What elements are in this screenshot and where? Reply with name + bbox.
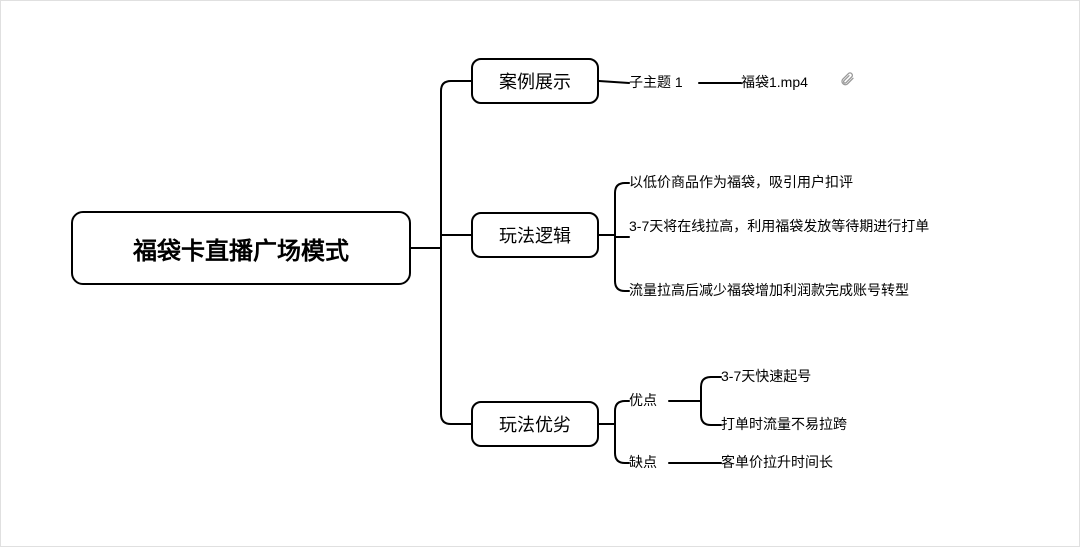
node-l3b[interactable]: 缺点 (629, 453, 669, 473)
node-b1[interactable]: 案例展示 (471, 58, 599, 104)
node-l3a1[interactable]: 3-7天快速起号 (721, 367, 881, 387)
mindmap-canvas: 福袋卡直播广场模式 案例展示玩法逻辑玩法优劣 子主题 1 福袋1.mp4 以低价商品作为… (0, 0, 1080, 547)
node-l1a[interactable]: 子主题 1 (629, 73, 699, 93)
node-l3a[interactable]: 优点 (629, 391, 669, 411)
node-l3a2[interactable]: 打单时流量不易拉跨 (721, 415, 901, 435)
node-b2[interactable]: 玩法逻辑 (471, 212, 599, 258)
node-l1b[interactable]: 福袋1.mp4 (741, 73, 831, 93)
node-l2b[interactable]: 3-7天将在线拉高，利用福袋发放等待期进行打单 (629, 217, 959, 257)
node-l3b1[interactable]: 客单价拉升时间长 (721, 453, 891, 473)
attachment-icon[interactable] (839, 71, 855, 87)
node-l2c[interactable]: 流量拉高后减少福袋增加利润款完成账号转型 (629, 281, 959, 301)
node-b3[interactable]: 玩法优劣 (471, 401, 599, 447)
node-l2a[interactable]: 以低价商品作为福袋，吸引用户扣评 (629, 173, 949, 193)
node-root[interactable]: 福袋卡直播广场模式 (71, 211, 411, 285)
